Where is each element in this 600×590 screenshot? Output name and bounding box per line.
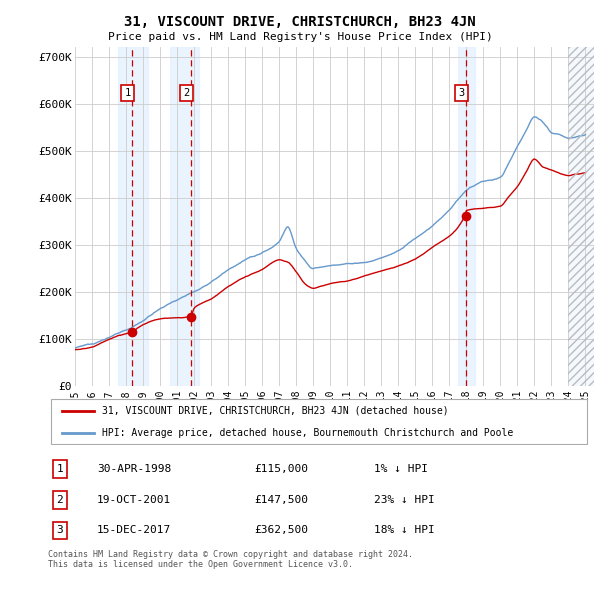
Text: Price paid vs. HM Land Registry's House Price Index (HPI): Price paid vs. HM Land Registry's House … (107, 32, 493, 42)
Text: £115,000: £115,000 (254, 464, 308, 474)
Text: 31, VISCOUNT DRIVE, CHRISTCHURCH, BH23 4JN (detached house): 31, VISCOUNT DRIVE, CHRISTCHURCH, BH23 4… (103, 405, 449, 415)
Text: 3: 3 (56, 526, 64, 536)
Bar (458, 47, 475, 386)
Text: 18% ↓ HPI: 18% ↓ HPI (374, 526, 434, 536)
FancyBboxPatch shape (51, 399, 587, 444)
Text: 1: 1 (124, 88, 131, 98)
Text: 3: 3 (458, 88, 464, 98)
Bar (170, 47, 199, 386)
Text: 19-OCT-2001: 19-OCT-2001 (97, 495, 171, 505)
Text: 30-APR-1998: 30-APR-1998 (97, 464, 171, 474)
Text: 2: 2 (184, 88, 190, 98)
Text: £147,500: £147,500 (254, 495, 308, 505)
Text: Contains HM Land Registry data © Crown copyright and database right 2024.
This d: Contains HM Land Registry data © Crown c… (48, 550, 413, 569)
Text: HPI: Average price, detached house, Bournemouth Christchurch and Poole: HPI: Average price, detached house, Bour… (103, 428, 514, 438)
Bar (568, 47, 594, 386)
Text: 1: 1 (56, 464, 64, 474)
Text: 1% ↓ HPI: 1% ↓ HPI (374, 464, 428, 474)
Bar (568, 47, 594, 386)
Text: 23% ↓ HPI: 23% ↓ HPI (374, 495, 434, 505)
Bar (118, 47, 148, 386)
Text: 31, VISCOUNT DRIVE, CHRISTCHURCH, BH23 4JN: 31, VISCOUNT DRIVE, CHRISTCHURCH, BH23 4… (124, 15, 476, 29)
Text: £362,500: £362,500 (254, 526, 308, 536)
Text: 2: 2 (56, 495, 64, 505)
Text: 15-DEC-2017: 15-DEC-2017 (97, 526, 171, 536)
